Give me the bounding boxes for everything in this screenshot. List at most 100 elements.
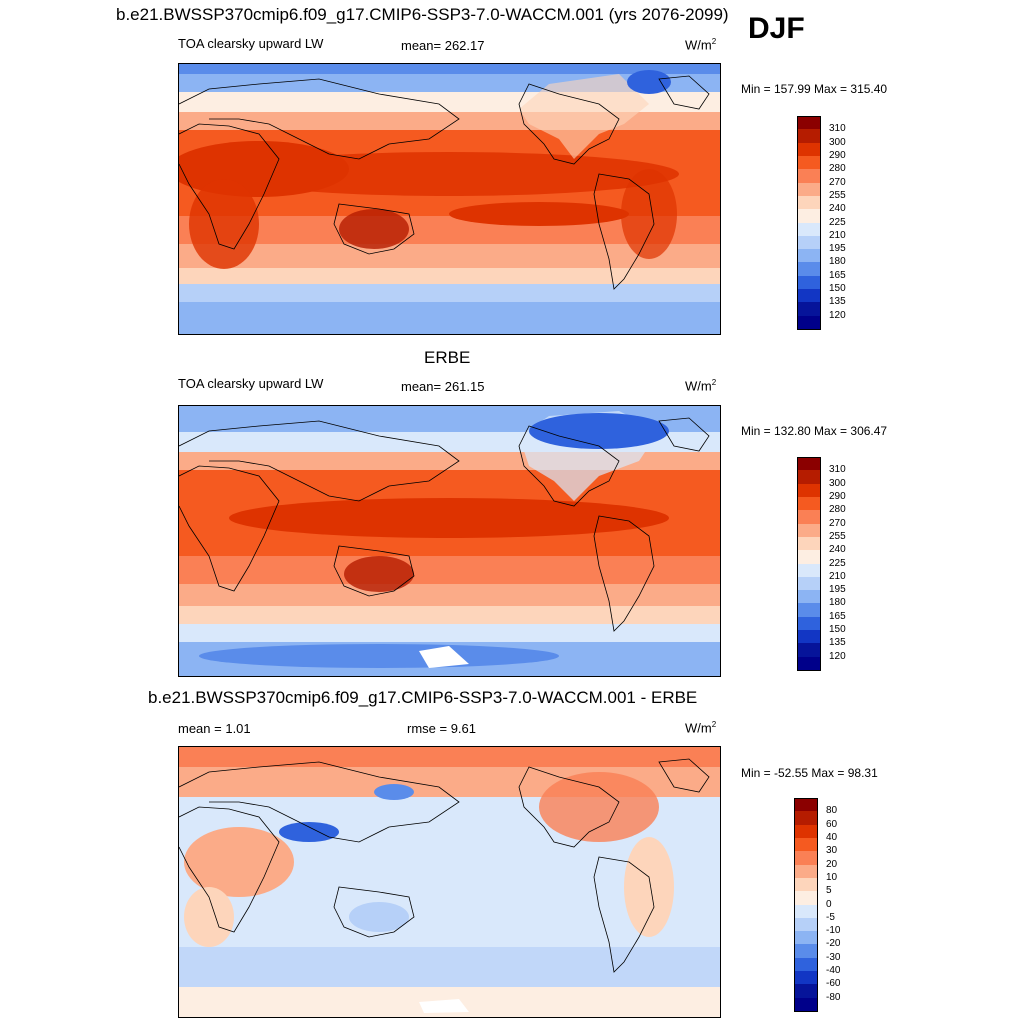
- colorbar-swatch: [797, 302, 821, 317]
- colorbar-tick-label: 120: [829, 309, 846, 321]
- colorbar-tick-label: 270: [829, 176, 846, 188]
- colorbar-swatch: [794, 904, 818, 919]
- panel-3-title: b.e21.BWSSP370cmip6.f09_g17.CMIP6-SSP3-7…: [148, 688, 698, 707]
- colorbar-swatch: [797, 155, 821, 170]
- colorbar-tick-label: 310: [829, 123, 846, 135]
- colorbar-tick-label: 310: [829, 464, 846, 476]
- panel-2-title: ERBE: [424, 348, 471, 367]
- colorbar-tick-label: 135: [829, 637, 846, 649]
- colorbar-swatch: [797, 656, 821, 671]
- colorbar-swatch: [797, 563, 821, 578]
- colorbar-tick-label: 195: [829, 584, 846, 596]
- colorbar-tick-label: 30: [826, 845, 838, 857]
- panel-3-mean-label: mean = 1.01: [178, 721, 251, 736]
- colorbar-tick-label: -10: [826, 925, 841, 937]
- colorbar-tick-label: 120: [829, 650, 846, 662]
- colorbar-tick-label: 225: [829, 216, 846, 228]
- colorbar-tick-label: 290: [829, 490, 846, 502]
- colorbar-tick-label: 255: [829, 189, 846, 201]
- colorbar-swatch: [797, 496, 821, 511]
- colorbar-swatch: [794, 997, 818, 1012]
- colorbar-tick-label: 240: [829, 203, 846, 215]
- colorbar-tick-label: 240: [829, 544, 846, 556]
- panel-1-mean-label: mean= 262.17: [401, 38, 485, 53]
- panel-1-title: b.e21.BWSSP370cmip6.f09_g17.CMIP6-SSP3-7…: [116, 5, 729, 24]
- panel-2-colorbar: 310 300 290 280 270 255 240 225 210 195 180 165 150 1…: [797, 457, 857, 671]
- colorbar-tick-label: -20: [826, 938, 841, 950]
- panel-3-colorbar: 80 60 40 30 20 10 5 0 -5 -10 -20 -30 -40 -60 -80: [794, 798, 854, 1012]
- colorbar-tick-label: 20: [826, 858, 838, 870]
- colorbar-swatch: [794, 971, 818, 985]
- colorbar-tick-label: -80: [826, 991, 841, 1003]
- panel-2-units: W/m2: [685, 378, 717, 394]
- panel-2-min-max: Min = 132.80 Max = 306.47: [741, 424, 888, 438]
- colorbar-tick-label: 255: [829, 530, 846, 542]
- colorbar-swatch: [797, 590, 821, 604]
- colorbar-swatch: [797, 603, 821, 618]
- panel-1-map: [178, 63, 721, 335]
- colorbar-swatch: [797, 616, 821, 631]
- colorbar-swatch: [797, 142, 821, 157]
- colorbar-swatch: [797, 536, 821, 551]
- colorbar-tick-label: 300: [829, 136, 846, 148]
- colorbar-tick-label: -30: [826, 951, 841, 963]
- colorbar-tick-label: 210: [829, 229, 846, 241]
- panel-1-units: W/m2: [685, 37, 717, 53]
- colorbar-swatch: [797, 510, 821, 525]
- colorbar-swatch: [794, 917, 818, 932]
- panel-3-map-svg: [179, 747, 720, 1017]
- colorbar-swatch: [794, 824, 818, 839]
- colorbar-swatch: [797, 182, 821, 197]
- colorbar-tick-label: 300: [829, 477, 846, 489]
- colorbar-tick-label: 290: [829, 149, 846, 161]
- colorbar-tick-label: -60: [826, 978, 841, 990]
- colorbar-tick-label: 165: [829, 610, 846, 622]
- panel-1-variable-label: TOA clearsky upward LW: [178, 36, 324, 51]
- colorbar-tick-label: 210: [829, 570, 846, 582]
- colorbar-swatch: [794, 837, 818, 852]
- colorbar-swatch: [794, 957, 818, 972]
- colorbar-swatch: [797, 457, 821, 471]
- panel-3-units: W/m2: [685, 720, 717, 736]
- colorbar-tick-label: 60: [826, 818, 838, 830]
- colorbar-swatch: [797, 289, 821, 303]
- panel-3-map: [178, 746, 721, 1018]
- colorbar-swatch: [797, 523, 821, 538]
- colorbar-tick-label: 280: [829, 504, 846, 516]
- colorbar-tick-label: 270: [829, 517, 846, 529]
- colorbar-tick-label: 5: [826, 885, 832, 897]
- panel-2-map-svg: [179, 406, 720, 676]
- panel-3-min-max: Min = -52.55 Max = 98.31: [741, 766, 878, 780]
- colorbar-tick-label: 195: [829, 243, 846, 255]
- colorbar-swatch: [797, 169, 821, 184]
- colorbar-tick-label: 150: [829, 283, 846, 295]
- colorbar-tick-label: 0: [826, 898, 832, 910]
- colorbar-swatch: [797, 129, 821, 144]
- colorbar-swatch: [794, 891, 818, 905]
- colorbar-swatch: [794, 798, 818, 812]
- colorbar-tick-label: 225: [829, 557, 846, 569]
- colorbar-tick-label: -40: [826, 965, 841, 977]
- panel-2-map: [178, 405, 721, 677]
- colorbar-swatch: [797, 209, 821, 223]
- colorbar-tick-label: 180: [829, 597, 846, 609]
- colorbar-tick-label: 280: [829, 163, 846, 175]
- colorbar-swatch: [794, 877, 818, 892]
- panel-1-min-max: Min = 157.99 Max = 315.40: [741, 82, 888, 96]
- colorbar-swatch: [794, 984, 818, 999]
- colorbar-swatch: [797, 630, 821, 644]
- colorbar-tick-label: 180: [829, 256, 846, 268]
- colorbar-swatch: [797, 222, 821, 237]
- panel-2-variable-label: TOA clearsky upward LW: [178, 376, 324, 391]
- colorbar-swatch: [794, 864, 818, 879]
- season-label: DJF: [748, 12, 805, 45]
- panel-3-rmse-label: rmse = 9.61: [407, 721, 477, 736]
- colorbar-swatch: [794, 811, 818, 826]
- colorbar-tick-label: 150: [829, 624, 846, 636]
- colorbar-swatch: [794, 931, 818, 945]
- colorbar-swatch: [797, 235, 821, 250]
- colorbar-swatch: [797, 249, 821, 263]
- panel-2-mean-label: mean= 261.15: [401, 379, 485, 394]
- colorbar-tick-label: 10: [826, 871, 838, 883]
- colorbar-swatch: [797, 550, 821, 564]
